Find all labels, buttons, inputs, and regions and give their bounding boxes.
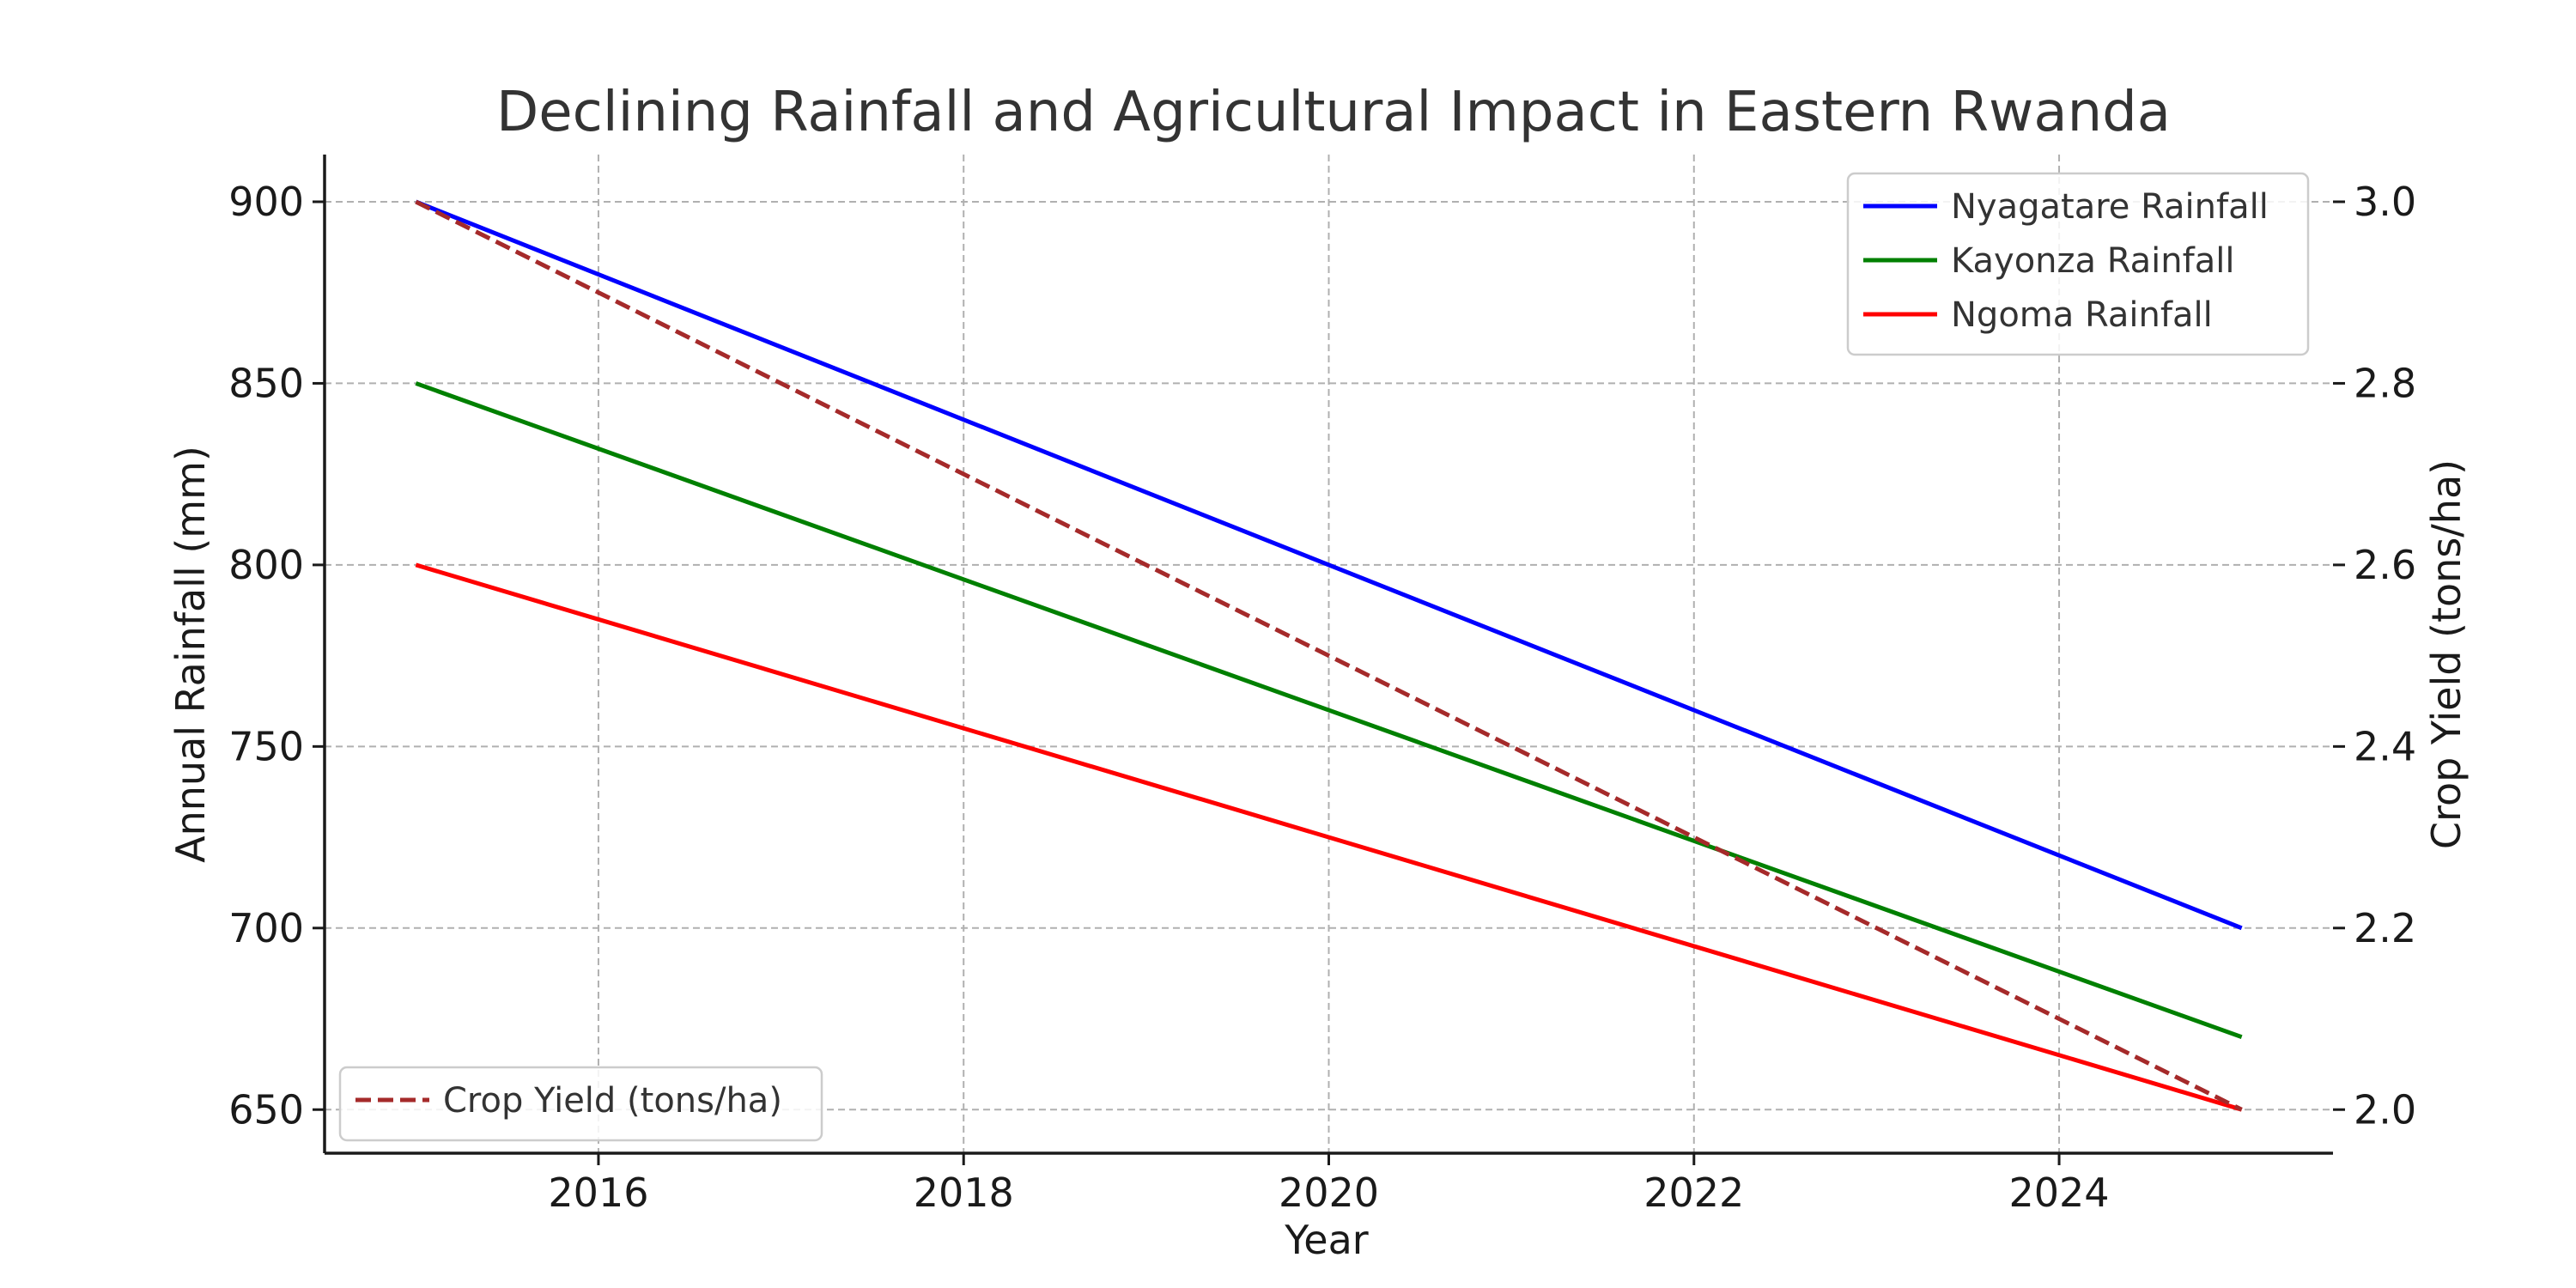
- grid: [325, 155, 2333, 1153]
- series-line-ngoma-rainfall: [415, 562, 2243, 1112]
- legend-frame: [1846, 172, 2310, 356]
- x-tick-label: 2018: [914, 1170, 1014, 1216]
- legend-label: Nyagatare Rainfall: [1951, 187, 2269, 227]
- y-tick-label: 900: [228, 179, 304, 225]
- y-tick-label: 650: [228, 1086, 304, 1133]
- y2-tick-label: 3.0: [2354, 179, 2416, 225]
- legend-frame: [338, 1066, 823, 1142]
- y-tick-label: 800: [228, 542, 304, 588]
- y2-tick-label: 2.0: [2354, 1086, 2416, 1133]
- y2-axis-label: Crop Yield (tons/ha): [2423, 459, 2470, 849]
- legend-label: Ngoma Rainfall: [1951, 295, 2213, 335]
- series-lines: [415, 199, 2243, 1112]
- tick-labels: 2016 2018 2020 2022 2024 650 700 750 800 850 900 2.…: [228, 179, 2416, 1216]
- y2-tick-label: 2.2: [2354, 905, 2416, 951]
- chart-title: Declining Rainfall and Agricultural Impa…: [496, 81, 2171, 144]
- x-axis-label: Year: [1284, 1217, 1368, 1263]
- y-axis-label: Annual Rainfall (mm): [167, 446, 214, 863]
- legend-rainfall: Nyagatare Rainfall Kayonza Rainfall Ngoma …: [1846, 172, 2310, 356]
- y-tick-label: 700: [228, 905, 304, 951]
- series-line-kayonza-rainfall: [415, 381, 2243, 1040]
- y-tick-label: 850: [228, 360, 304, 406]
- legend-label: Kayonza Rainfall: [1951, 241, 2234, 281]
- series-line-crop-yield-tons-ha: [415, 199, 2243, 1112]
- legend-label: Crop Yield (tons/ha): [443, 1081, 782, 1121]
- x-tick-label: 2016: [548, 1170, 648, 1216]
- legend-crop-yield: Crop Yield (tons/ha): [338, 1066, 823, 1142]
- y2-tick-label: 2.8: [2354, 360, 2416, 406]
- series-line-nyagatare-rainfall: [415, 199, 2243, 931]
- x-tick-label: 2022: [1643, 1170, 1744, 1216]
- y-tick-label: 750: [228, 723, 304, 769]
- x-tick-label: 2020: [1279, 1170, 1379, 1216]
- y2-tick-label: 2.4: [2354, 723, 2416, 769]
- y2-tick-label: 2.6: [2354, 542, 2416, 588]
- x-tick-label: 2024: [2009, 1170, 2110, 1216]
